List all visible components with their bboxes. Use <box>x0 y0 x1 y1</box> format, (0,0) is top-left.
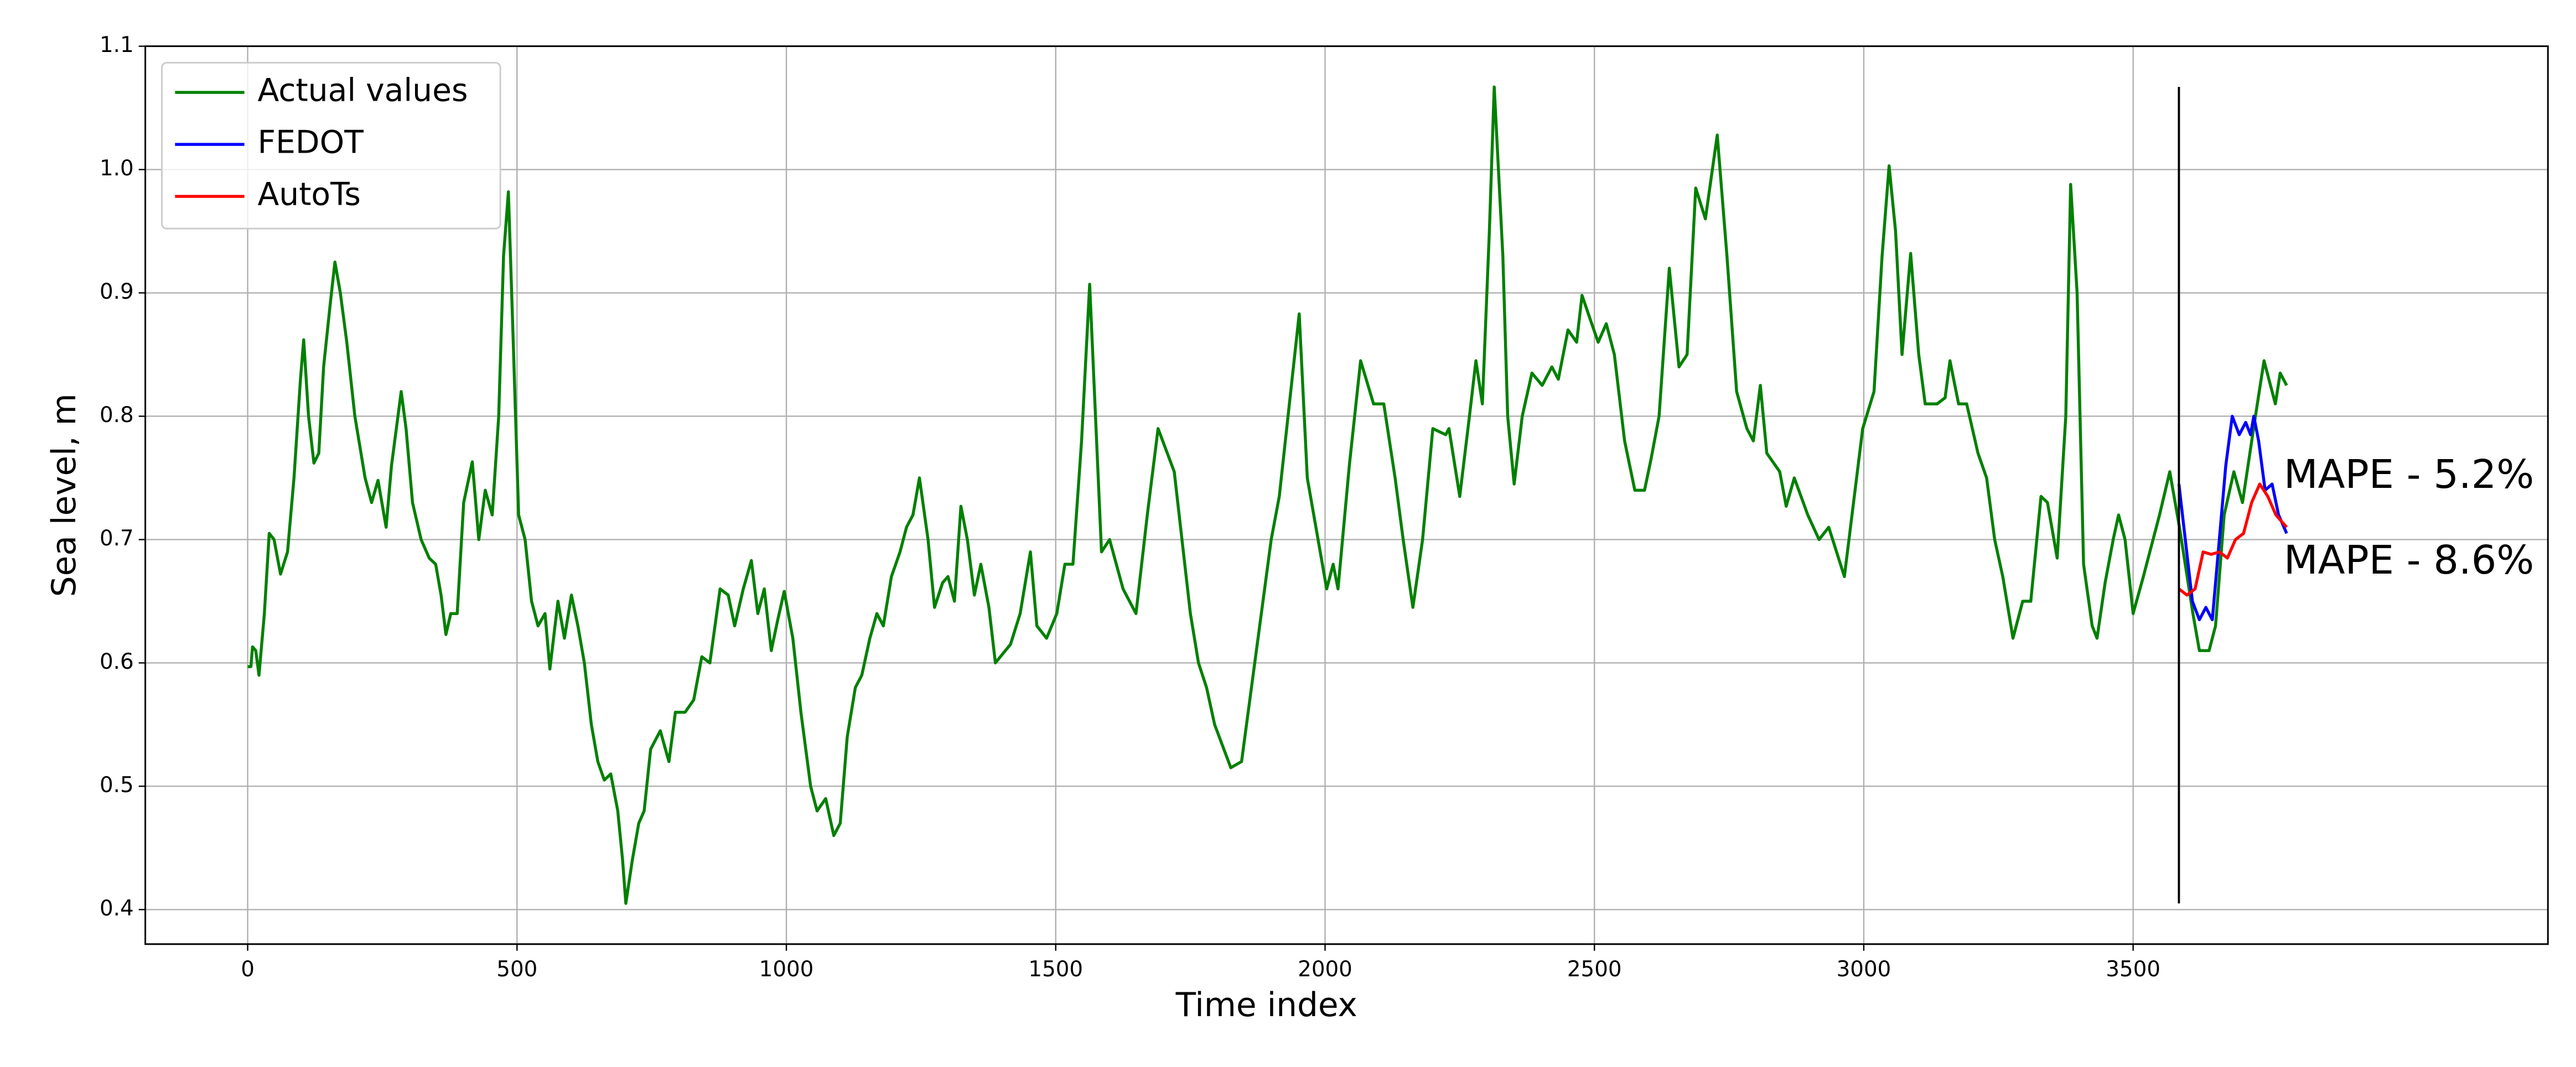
y-tick-label: 0.7 <box>100 526 134 551</box>
y-tick-label: 0.8 <box>100 403 134 428</box>
x-tick-label: 1500 <box>1028 957 1083 982</box>
y-tick-label: 0.6 <box>100 649 134 674</box>
x-tick-label: 3000 <box>1837 957 1891 982</box>
series-line <box>2178 482 2288 597</box>
x-tick-label: 500 <box>496 957 537 982</box>
y-tick-label: 1.0 <box>100 156 134 181</box>
plot-frame <box>144 45 2549 945</box>
legend-label: AutoTs <box>258 176 361 213</box>
y-tick-label: 1.1 <box>100 33 134 58</box>
y-axis-label: Sea level, m <box>45 393 84 597</box>
y-tick-label: 0.4 <box>100 896 134 921</box>
y-tick-label: 0.9 <box>100 279 134 304</box>
x-axis-label: Time index <box>1175 986 1357 1024</box>
x-tick-label: 2500 <box>1567 957 1622 982</box>
annotation: MAPE - 8.6% <box>2284 537 2534 583</box>
x-tick-label: 0 <box>241 957 255 982</box>
x-tick-label: 2000 <box>1298 957 1352 982</box>
series-line <box>2177 414 2288 622</box>
legend-box <box>160 61 501 230</box>
legend-label: Actual values <box>258 72 468 109</box>
x-tick-label: 1000 <box>759 957 814 982</box>
y-tick-label: 0.5 <box>100 773 134 798</box>
x-tick-label: 3500 <box>2106 957 2160 982</box>
annotation: MAPE - 5.2% <box>2284 451 2534 497</box>
legend-label: FEDOT <box>258 124 364 161</box>
series-line <box>247 85 2288 905</box>
